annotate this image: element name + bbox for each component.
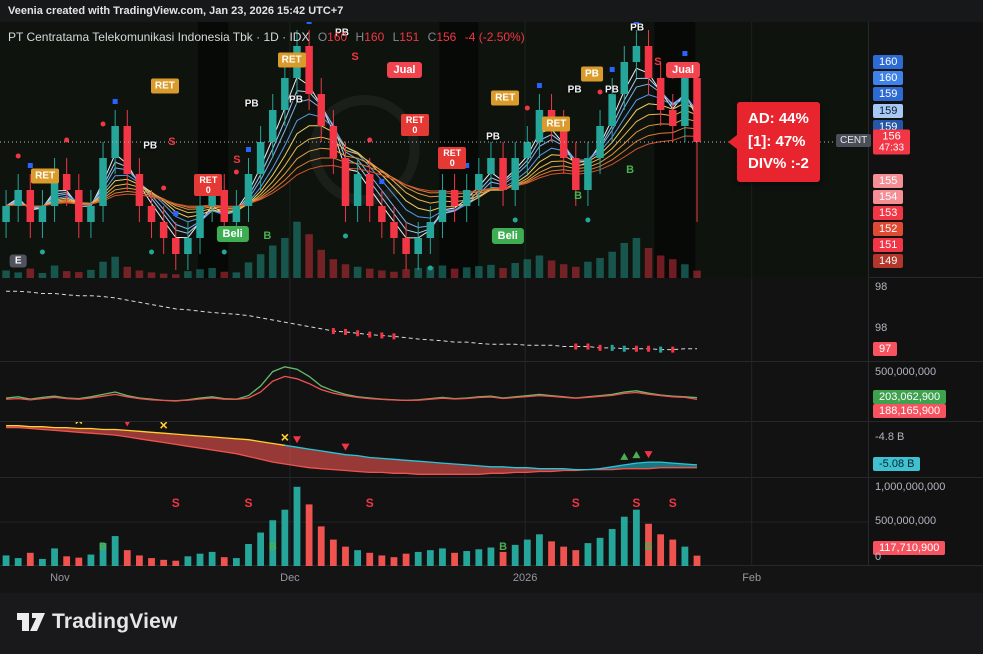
time-axis-label: Feb bbox=[742, 572, 762, 584]
high-label: H bbox=[355, 30, 365, 44]
countdown-timer: 47:33 bbox=[879, 142, 905, 154]
scale-badge: 154 bbox=[873, 190, 904, 205]
change-value: -4 (-2.50%) bbox=[464, 30, 525, 44]
scale-tick: 98 bbox=[875, 321, 888, 334]
price-pane: RET RET RET RET RET PB RET 0 RET 0 RET 0 Jual Jual… bbox=[0, 22, 983, 278]
close-label: C bbox=[427, 30, 437, 44]
scale-badge: 156 47:33 bbox=[873, 129, 911, 155]
footer: TradingView bbox=[0, 593, 983, 654]
svg-text:B: B bbox=[645, 541, 653, 553]
close-value: 156 bbox=[436, 30, 457, 44]
scale-tick: 1,000,000,000 bbox=[875, 480, 946, 493]
callout-line-div: DIV% :-2 bbox=[748, 155, 809, 172]
scale-badge: -5.08 B bbox=[873, 457, 921, 471]
high-value: 160 bbox=[364, 30, 385, 44]
scale-badge: 188,165,900 bbox=[873, 404, 947, 419]
tradingview-logo-icon[interactable] bbox=[16, 610, 50, 637]
svg-text:S: S bbox=[632, 496, 640, 510]
svg-text:S: S bbox=[572, 496, 580, 510]
percent-indicator-pane: 98 98 97 bbox=[0, 278, 983, 362]
brand-name[interactable]: TradingView bbox=[52, 610, 178, 633]
price-chart-canvas[interactable] bbox=[0, 22, 868, 278]
spread-band-pane: -4.8 B -5.08 B bbox=[0, 422, 983, 478]
symbol-legend[interactable]: PT Centratama Telekomunikasi Indonesia T… bbox=[8, 30, 525, 44]
time-axis-label: Dec bbox=[280, 572, 300, 584]
scale-badge: 152 bbox=[873, 222, 904, 237]
scale-badge: 149 bbox=[873, 254, 904, 269]
svg-text:B: B bbox=[269, 541, 277, 553]
open-label: O bbox=[317, 30, 328, 44]
svg-text:S: S bbox=[366, 496, 374, 510]
indicator-callout: AD: 44% [1]: 47% DIV% :-2 bbox=[728, 102, 820, 182]
callout-line-1: [1]: 47% bbox=[748, 132, 806, 150]
spread-band-canvas[interactable] bbox=[0, 422, 868, 478]
scale-badge: 155 bbox=[873, 173, 904, 188]
svg-text:B: B bbox=[99, 541, 107, 553]
svg-text:S: S bbox=[172, 496, 180, 510]
svg-text:B: B bbox=[499, 541, 507, 553]
spread-band-scale[interactable]: -4.8 B -5.08 B bbox=[868, 422, 983, 477]
scale-badge: 117,710,900 bbox=[873, 540, 946, 555]
time-axis-label: Nov bbox=[50, 572, 70, 584]
time-axis[interactable]: Nov Dec 2026 Feb bbox=[0, 566, 983, 593]
scale-tick: 500,000,000 bbox=[875, 515, 937, 528]
scale-badge: 159 bbox=[873, 104, 904, 119]
scale-tick: 0 bbox=[875, 551, 882, 564]
scale-tick: 98 bbox=[875, 280, 888, 293]
flow-indicator-scale[interactable]: 500,000,000 203,062,900 188,165,900 bbox=[868, 362, 983, 421]
scale-badge: 203,062,900 bbox=[873, 389, 947, 404]
attribution-bar: Veenia created with TradingView.com, Jan… bbox=[0, 0, 983, 22]
price-scale[interactable]: 160 160 159 159 159 156 47:33 155 154 153 152 151 14… bbox=[868, 22, 983, 277]
open-value: 160 bbox=[327, 30, 348, 44]
chart-area: RET RET RET RET RET PB RET 0 RET 0 RET 0 Jual Jual… bbox=[0, 22, 983, 593]
attribution-text: Veenia created with TradingView.com, Jan… bbox=[8, 5, 344, 17]
low-label: L bbox=[392, 30, 400, 44]
volume-pane: S S S S S S B B B B 1,000,000,000 500,000,000 117,7… bbox=[0, 478, 983, 566]
scale-badge: 97 bbox=[873, 341, 898, 356]
volume-canvas[interactable]: S S S S S S B B B B bbox=[0, 478, 868, 566]
svg-text:S: S bbox=[244, 496, 252, 510]
flow-indicator-canvas[interactable] bbox=[0, 362, 868, 422]
flow-indicator-pane: 500,000,000 203,062,900 188,165,900 bbox=[0, 362, 983, 422]
svg-text:S: S bbox=[669, 496, 677, 510]
scale-tick: 500,000,000 bbox=[875, 366, 937, 379]
scale-tick: -4.8 B bbox=[875, 431, 905, 443]
scale-badge: 159 bbox=[873, 86, 904, 101]
scale-badge: 160 bbox=[873, 71, 904, 86]
symbol-title: PT Centratama Telekomunikasi Indonesia T… bbox=[8, 30, 310, 44]
low-value: 151 bbox=[399, 30, 420, 44]
scale-badge: 153 bbox=[873, 205, 904, 220]
callout-line-ad: AD: 44% bbox=[748, 110, 809, 127]
ticker-badge: CENT bbox=[836, 134, 872, 147]
scale-badge: 151 bbox=[873, 237, 904, 252]
percent-indicator-scale[interactable]: 98 98 97 bbox=[868, 278, 983, 361]
time-axis-label: 2026 bbox=[512, 572, 538, 584]
volume-scale[interactable]: 1,000,000,000 500,000,000 117,710,900 0 bbox=[868, 478, 983, 565]
percent-indicator-canvas[interactable] bbox=[0, 278, 868, 362]
scale-badge: 160 bbox=[873, 54, 904, 69]
